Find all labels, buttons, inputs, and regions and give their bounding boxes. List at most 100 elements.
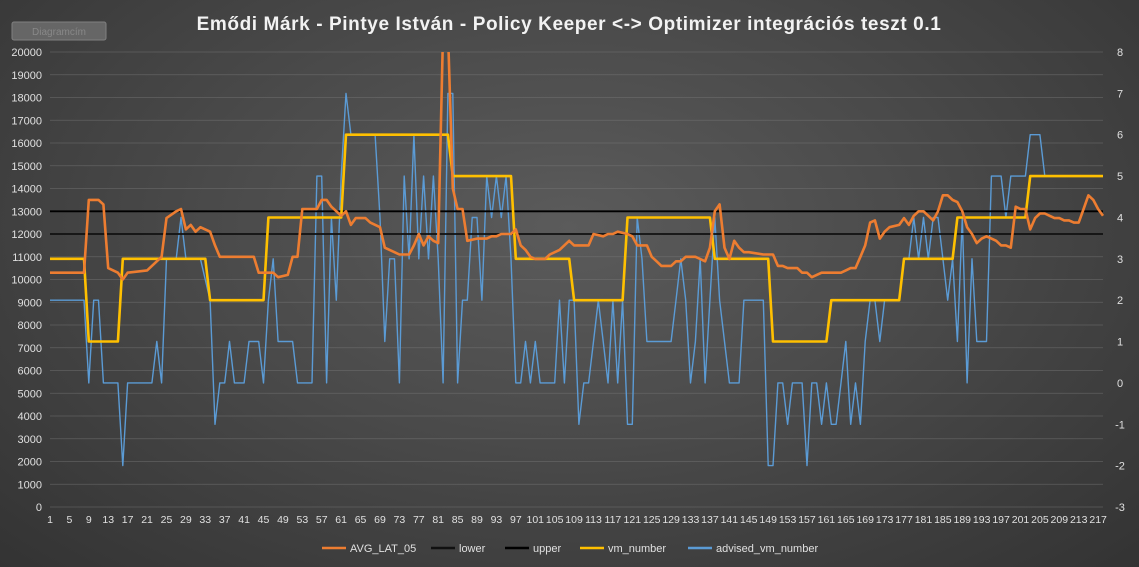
y-right-tick-label: 1 (1117, 337, 1123, 349)
y-left-tick-label: 14000 (11, 184, 42, 196)
x-tick-label: 213 (1070, 514, 1088, 526)
y-left-tick-label: 1000 (18, 479, 42, 491)
x-tick-label: 93 (491, 514, 503, 526)
x-tick-label: 145 (740, 514, 758, 526)
y-left-tick-label: 9000 (18, 297, 42, 309)
legend-label: lower (459, 543, 486, 555)
y-left-tick-label: 6000 (18, 366, 42, 378)
x-tick-label: 201 (1012, 514, 1030, 526)
axis-ticks: 0 1000 2000 3000 4000 5000 6000 7000 8000 9000 100… (11, 47, 1124, 526)
chart-title: Emődi Márk - Pintye István - Policy Keep… (197, 14, 942, 35)
y-left-tick-label: 12000 (11, 229, 42, 241)
x-tick-label: 165 (837, 514, 855, 526)
x-tick-label: 33 (199, 514, 211, 526)
x-tick-label: 121 (624, 514, 642, 526)
x-tick-label: 149 (759, 514, 777, 526)
x-tick-label: 77 (413, 514, 425, 526)
x-tick-label: 137 (701, 514, 719, 526)
y-left-tick-label: 5000 (18, 388, 42, 400)
legend-label: vm_number (608, 543, 666, 555)
x-tick-label: 65 (355, 514, 367, 526)
x-tick-label: 85 (452, 514, 464, 526)
x-tick-label: 133 (682, 514, 700, 526)
legend-label: advised_vm_number (716, 543, 818, 555)
legend-label: upper (533, 543, 561, 555)
y-left-tick-label: 20000 (11, 47, 42, 59)
x-tick-label: 13 (102, 514, 114, 526)
y-right-tick-label: -3 (1115, 502, 1125, 514)
y-left-tick-label: 8000 (18, 320, 42, 332)
chart-title-badge-label: Diagramcím (32, 27, 86, 38)
y-right-tick-label: -1 (1115, 419, 1125, 431)
x-tick-label: 69 (374, 514, 386, 526)
x-tick-label: 1 (47, 514, 53, 526)
x-tick-label: 25 (161, 514, 173, 526)
x-tick-label: 205 (1031, 514, 1049, 526)
y-left-tick-label: 18000 (11, 93, 42, 105)
x-tick-label: 217 (1089, 514, 1107, 526)
y-right-tick-label: 2 (1117, 295, 1123, 307)
x-tick-label: 29 (180, 514, 192, 526)
y-left-tick-label: 2000 (18, 457, 42, 469)
x-tick-label: 177 (895, 514, 913, 526)
x-tick-label: 49 (277, 514, 289, 526)
y-left-tick-label: 3000 (18, 434, 42, 446)
y-right-tick-label: 6 (1117, 130, 1123, 142)
y-left-tick-label: 13000 (11, 206, 42, 218)
legend: AVG_LAT_05 lower upper vm_number advised_vm_… (322, 543, 818, 555)
x-tick-label: 17 (122, 514, 134, 526)
series-line-avg-lat-05 (50, 52, 1105, 281)
x-tick-label: 21 (141, 514, 153, 526)
y-right-tick-label: -2 (1115, 461, 1125, 473)
y-right-tick-label: 0 (1117, 378, 1123, 390)
y-right-tick-label: 3 (1117, 254, 1123, 266)
y-left-tick-label: 15000 (11, 161, 42, 173)
y-left-tick-label: 11000 (12, 252, 42, 264)
x-tick-label: 173 (876, 514, 894, 526)
series-line-vm-number (50, 133, 1103, 343)
y-right-tick-label: 8 (1117, 47, 1123, 59)
x-tick-label: 61 (335, 514, 347, 526)
y-right-tick-label: 7 (1117, 88, 1123, 100)
x-tick-label: 37 (219, 514, 231, 526)
x-tick-label: 57 (316, 514, 328, 526)
x-tick-label: 169 (856, 514, 874, 526)
y-left-tick-label: 0 (36, 502, 42, 514)
y-left-tick-label: 17000 (11, 115, 42, 127)
x-tick-label: 9 (86, 514, 92, 526)
x-tick-label: 81 (432, 514, 444, 526)
y-right-tick-label: 4 (1117, 212, 1123, 224)
x-tick-label: 105 (546, 514, 564, 526)
x-tick-label: 41 (238, 514, 250, 526)
x-tick-label: 189 (954, 514, 972, 526)
y-left-tick-label: 4000 (18, 411, 42, 423)
x-tick-label: 141 (721, 514, 739, 526)
series-lines (50, 52, 1105, 467)
x-tick-label: 53 (296, 514, 308, 526)
x-tick-label: 161 (818, 514, 836, 526)
x-tick-label: 193 (973, 514, 991, 526)
x-tick-label: 101 (526, 514, 544, 526)
x-tick-label: 181 (915, 514, 933, 526)
x-tick-label: 125 (643, 514, 661, 526)
y-left-tick-label: 10000 (11, 275, 42, 287)
y-left-tick-label: 7000 (18, 343, 42, 355)
legend-label: AVG_LAT_05 (350, 543, 416, 555)
x-tick-label: 197 (992, 514, 1010, 526)
y-left-tick-label: 16000 (11, 138, 42, 150)
x-tick-label: 113 (585, 514, 602, 526)
x-tick-label: 117 (605, 514, 622, 526)
x-tick-label: 185 (934, 514, 952, 526)
x-tick-label: 129 (662, 514, 680, 526)
x-tick-label: 109 (565, 514, 583, 526)
x-tick-label: 5 (66, 514, 72, 526)
x-tick-label: 157 (798, 514, 816, 526)
y-right-tick-label: 5 (1117, 171, 1123, 183)
x-tick-label: 73 (394, 514, 406, 526)
chart-title-badge[interactable]: Diagramcím (11, 21, 107, 41)
x-tick-label: 97 (510, 514, 522, 526)
x-tick-label: 209 (1051, 514, 1069, 526)
y-left-tick-label: 19000 (11, 70, 42, 82)
